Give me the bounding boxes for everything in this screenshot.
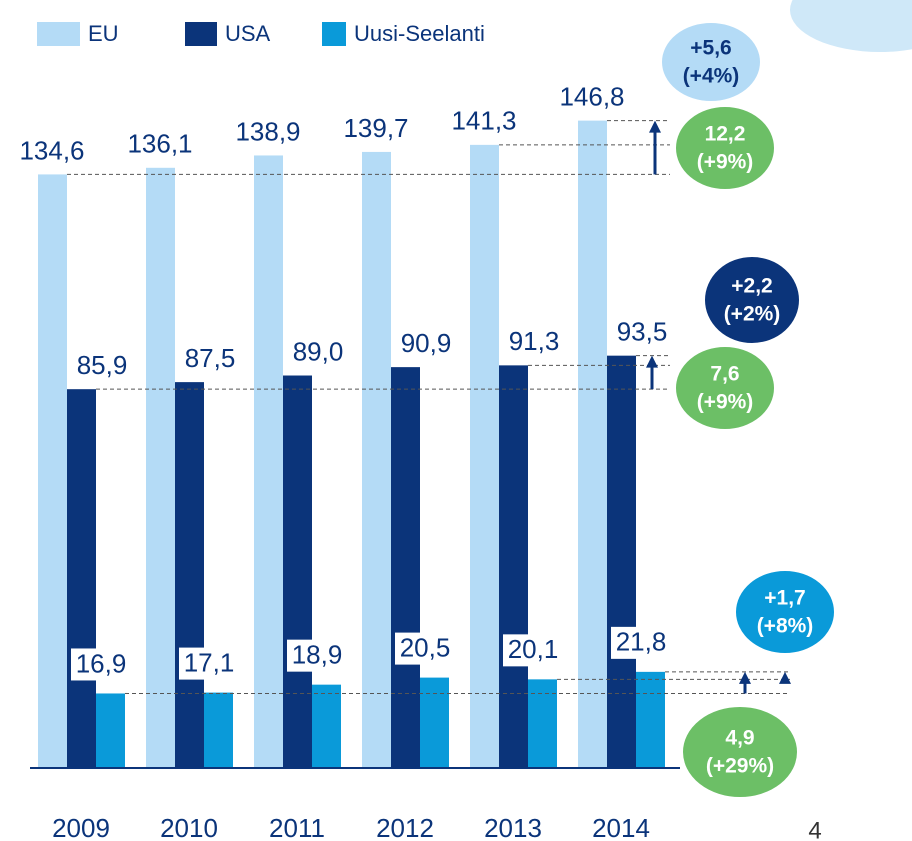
bar [420,677,449,768]
annotation-bubble [660,21,762,103]
annotation-text: 4,9 [725,727,754,750]
label-background [612,316,672,349]
data-label: 89,0 [293,336,344,366]
label-background [180,343,240,376]
data-label: 20,5 [400,632,451,662]
data-label: 138,9 [235,116,300,146]
bar [96,693,125,768]
label-background [287,639,347,672]
label-background [395,632,455,665]
annotation-text: (+29%) [706,755,774,778]
data-label: 18,9 [292,640,343,670]
arrow-head [779,671,791,684]
arrow-head [646,355,658,368]
legend-swatch [185,22,217,46]
data-label: 141,3 [451,106,516,136]
data-label: 20,1 [508,634,559,664]
annotation-text: +5,6 [690,37,731,60]
label-background [396,328,456,361]
legend-label: USA [225,21,271,46]
data-label: 134,6 [19,135,84,165]
legend-swatch [37,22,80,46]
legend-swatch [322,22,346,46]
data-label: 21,8 [616,627,667,657]
arrow-head [649,120,661,133]
bar [578,120,607,768]
data-label: 16,9 [76,648,127,678]
data-label: 91,3 [509,326,560,356]
bar [254,155,283,769]
bar [38,174,67,768]
bar [283,375,312,768]
data-label: 139,7 [343,113,408,143]
annotation-text: +1,7 [764,587,805,610]
annotation-bubble [703,255,801,345]
x-tick-label: 2014 [592,813,650,841]
bar [312,684,341,768]
label-background [503,634,563,667]
legend-label: EU [88,21,119,46]
annotation-bubble [734,569,836,655]
data-label: 93,5 [617,317,668,347]
label-background [611,626,671,659]
annotation-bubble [674,345,776,431]
label-background [179,647,239,680]
bar [391,367,420,768]
bar [362,151,391,769]
data-label: 87,5 [185,343,236,373]
annotation-text: (+4%) [683,65,740,88]
label-background [71,648,131,681]
annotation-bubble [674,105,776,191]
bar [470,144,499,768]
annotation-text: 12,2 [705,123,746,146]
annotation-text: (+9%) [697,391,754,414]
annotation-bubble [681,705,799,799]
label-background [72,350,132,383]
page-number: 4 [808,817,821,841]
x-tick-label: 2013 [484,813,542,841]
bar [607,355,636,768]
x-tick-label: 2010 [160,813,218,841]
label-background [504,326,564,359]
bar [636,671,665,768]
bar [175,382,204,768]
x-tick-label: 2009 [52,813,110,841]
data-label: 90,9 [401,328,452,358]
annotation-text: 7,6 [710,363,739,386]
data-label: 146,8 [559,81,624,111]
bar [528,679,557,768]
data-label: 85,9 [77,350,128,380]
annotation-text: (+9%) [697,151,754,174]
bar [146,167,175,768]
bar [204,692,233,768]
decoration [790,0,912,52]
x-tick-label: 2012 [376,813,434,841]
data-label: 136,1 [127,129,192,159]
bar [499,365,528,768]
annotation-text: (+8%) [757,615,814,638]
legend-label: Uusi-Seelanti [354,21,485,46]
arrow-head [739,671,751,684]
bar [67,389,96,768]
data-label: 17,1 [184,647,235,677]
annotation-text: +2,2 [731,275,772,298]
label-background [288,336,348,369]
annotation-text: (+2%) [724,303,781,326]
x-tick-label: 2011 [269,813,325,841]
